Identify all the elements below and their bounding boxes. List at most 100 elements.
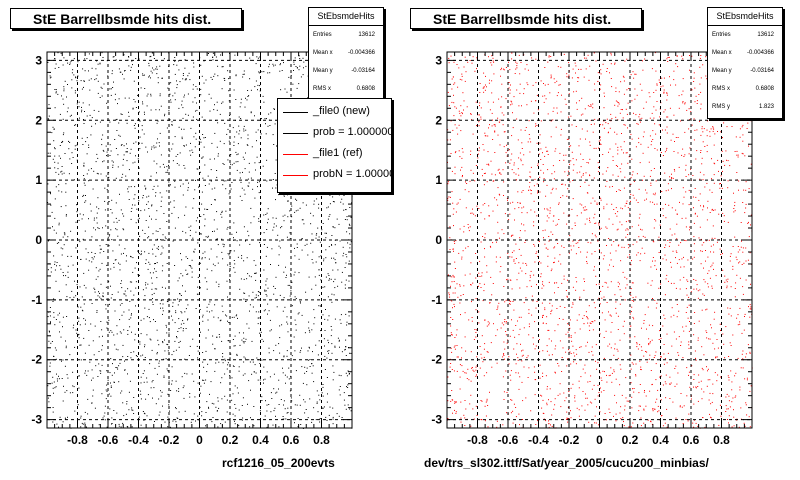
scatter-point bbox=[447, 183, 449, 185]
scatter-point bbox=[593, 384, 595, 386]
scatter-point bbox=[332, 407, 334, 409]
scatter-point bbox=[612, 156, 614, 158]
scatter-point bbox=[334, 259, 336, 261]
scatter-point bbox=[115, 148, 117, 149]
scatter-point bbox=[487, 135, 489, 137]
scatter-point bbox=[153, 319, 154, 321]
scatter-point bbox=[736, 172, 738, 173]
scatter-point bbox=[156, 373, 158, 375]
scatter-point bbox=[655, 379, 657, 381]
scatter-point bbox=[553, 178, 555, 180]
scatter-point bbox=[511, 256, 513, 258]
scatter-point bbox=[172, 420, 174, 422]
scatter-point bbox=[528, 367, 530, 369]
scatter-point bbox=[218, 334, 220, 335]
scatter-point bbox=[230, 154, 232, 155]
scatter-point bbox=[505, 67, 507, 68]
scatter-point bbox=[474, 180, 476, 182]
scatter-point bbox=[463, 66, 465, 68]
scatter-point bbox=[630, 288, 632, 290]
scatter-point bbox=[179, 340, 181, 342]
scatter-point bbox=[540, 394, 542, 396]
scatter-point bbox=[127, 288, 129, 290]
scatter-point bbox=[164, 115, 165, 117]
scatter-point bbox=[665, 244, 667, 246]
scatter-point bbox=[121, 114, 123, 115]
scatter-point bbox=[142, 411, 144, 412]
scatter-point bbox=[267, 287, 269, 289]
scatter-point bbox=[202, 320, 204, 322]
scatter-point bbox=[586, 262, 588, 264]
scatter-point bbox=[567, 170, 569, 172]
scatter-point bbox=[330, 326, 332, 327]
scatter-point bbox=[505, 331, 507, 332]
scatter-point bbox=[58, 378, 60, 380]
scatter-point bbox=[617, 175, 619, 177]
scatter-point bbox=[230, 163, 231, 165]
scatter-point bbox=[62, 359, 64, 361]
scatter-point bbox=[452, 274, 454, 276]
scatter-point bbox=[580, 251, 582, 253]
scatter-point bbox=[631, 396, 633, 398]
scatter-point bbox=[49, 75, 51, 77]
scatter-point bbox=[543, 181, 545, 183]
scatter-point bbox=[51, 132, 53, 134]
scatter-point bbox=[654, 408, 656, 410]
scatter-point bbox=[701, 346, 703, 348]
scatter-point bbox=[501, 83, 503, 85]
scatter-point bbox=[585, 172, 587, 174]
scatter-point bbox=[594, 307, 596, 309]
scatter-point bbox=[156, 353, 158, 355]
scatter-point bbox=[563, 392, 565, 394]
scatter-point bbox=[255, 272, 257, 274]
scatter-point bbox=[85, 258, 87, 260]
scatter-point bbox=[83, 178, 85, 180]
scatter-point bbox=[98, 110, 100, 112]
scatter-point bbox=[631, 226, 633, 228]
scatter-point bbox=[689, 147, 691, 149]
scatter-point bbox=[152, 67, 153, 69]
scatter-point bbox=[491, 112, 493, 114]
scatter-point bbox=[96, 310, 98, 312]
scatter-point bbox=[464, 400, 466, 401]
scatter-point bbox=[94, 253, 96, 254]
scatter-point bbox=[298, 272, 300, 274]
scatter-point bbox=[511, 101, 513, 103]
scatter-point bbox=[217, 426, 219, 428]
scatter-point bbox=[643, 322, 645, 324]
scatter-point bbox=[190, 421, 192, 423]
scatter-point bbox=[83, 81, 85, 82]
scatter-point bbox=[203, 82, 205, 84]
scatter-point bbox=[725, 411, 727, 412]
scatter-point bbox=[565, 290, 567, 291]
scatter-point bbox=[558, 318, 560, 319]
scatter-point bbox=[226, 228, 228, 230]
scatter-point bbox=[151, 349, 153, 351]
scatter-point bbox=[708, 338, 710, 340]
scatter-point bbox=[206, 268, 208, 270]
scatter-point bbox=[572, 302, 574, 304]
scatter-point bbox=[88, 218, 89, 220]
scatter-point bbox=[650, 370, 652, 371]
scatter-point bbox=[460, 130, 462, 132]
scatter-point bbox=[173, 350, 175, 352]
scatter-point bbox=[239, 177, 241, 179]
scatter-point bbox=[158, 398, 160, 400]
scatter-point bbox=[539, 351, 541, 353]
scatter-point bbox=[505, 322, 507, 324]
scatter-point bbox=[171, 148, 173, 150]
scatter-point bbox=[733, 211, 735, 213]
scatter-point bbox=[634, 98, 636, 100]
scatter-point bbox=[488, 322, 490, 324]
scatter-point bbox=[520, 129, 522, 131]
scatter-point bbox=[106, 264, 108, 266]
scatter-point bbox=[130, 314, 132, 316]
scatter-point bbox=[130, 290, 132, 292]
scatter-point bbox=[525, 127, 527, 128]
scatter-point bbox=[107, 249, 109, 251]
scatter-point bbox=[142, 289, 144, 291]
scatter-point bbox=[60, 268, 62, 270]
scatter-point bbox=[741, 240, 742, 242]
scatter-point bbox=[652, 201, 654, 203]
scatter-point bbox=[548, 420, 549, 422]
